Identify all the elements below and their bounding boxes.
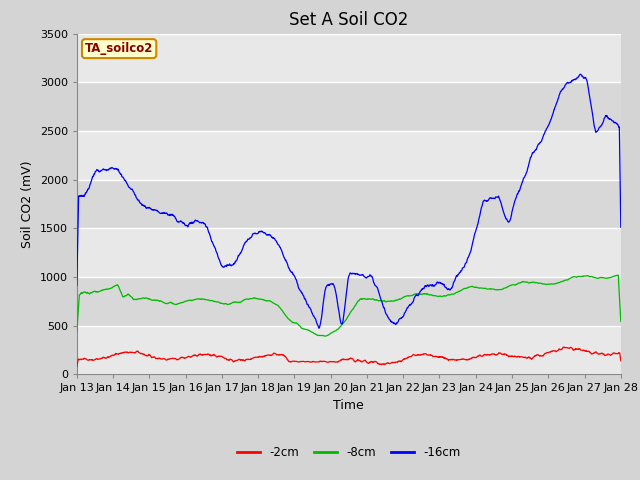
Bar: [77, 131, 621, 180]
Bar: [77, 34, 621, 82]
X-axis label: Time: Time: [333, 399, 364, 412]
Bar: [77, 326, 621, 374]
Bar: [77, 277, 621, 326]
Text: TA_soilco2: TA_soilco2: [85, 42, 154, 55]
Bar: [77, 180, 621, 228]
Y-axis label: Soil CO2 (mV): Soil CO2 (mV): [21, 160, 34, 248]
Bar: [77, 228, 621, 277]
Title: Set A Soil CO2: Set A Soil CO2: [289, 11, 408, 29]
Legend: -2cm, -8cm, -16cm: -2cm, -8cm, -16cm: [232, 442, 465, 464]
Bar: [77, 82, 621, 131]
